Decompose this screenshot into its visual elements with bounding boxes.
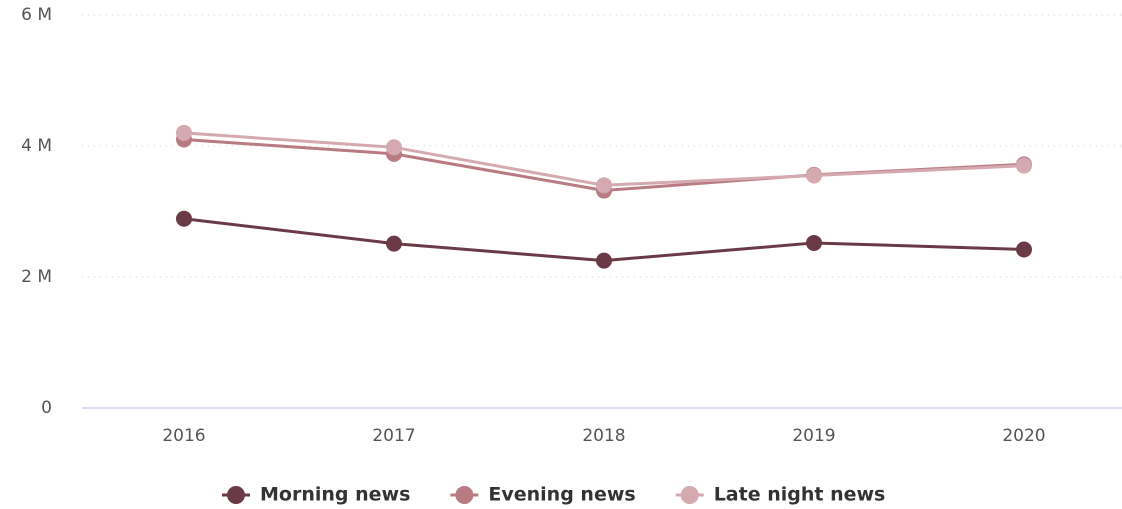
legend-label: Late night news [714,484,886,506]
y-tick-label: 0 [41,398,52,418]
point [176,210,192,227]
x-tick-label: 2020 [1002,426,1045,446]
legend-item: Late night news [675,484,886,506]
x-tick-label: 2017 [372,426,415,446]
y-tick-label: 6 M [21,5,52,25]
point [176,124,192,141]
legend-label: Evening news [488,484,635,506]
legend-marker [227,486,245,504]
legend-marker [680,486,699,504]
legend-label: Morning news [260,484,410,506]
point [596,252,612,269]
x-tick-label: 2018 [582,426,625,446]
y-tick-label: 4 M [21,136,52,156]
legend-marker [455,486,474,504]
y-tick-label: 2 M [21,267,52,287]
point [386,235,402,252]
legend-item: Evening news [450,484,636,506]
point [1016,157,1032,174]
point [806,234,822,251]
point [806,167,822,184]
x-tick-label: 2016 [162,426,205,446]
point [1016,241,1032,258]
point [596,177,612,194]
x-tick-label: 2019 [792,426,835,446]
legend-item: Morning news [222,484,410,506]
point [386,139,402,156]
